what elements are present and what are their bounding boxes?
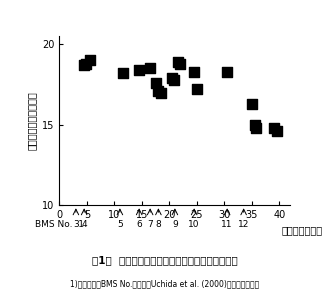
- Text: 3: 3: [73, 220, 79, 229]
- Point: [191, 69, 197, 74]
- Point: [148, 66, 153, 71]
- Point: [224, 69, 230, 74]
- Point: [82, 63, 87, 68]
- Point: [137, 68, 142, 72]
- Text: 7: 7: [147, 220, 153, 229]
- Point: [153, 81, 158, 85]
- X-axis label: 脅肪含量（％）: 脅肪含量（％）: [281, 226, 322, 236]
- Point: [274, 129, 279, 134]
- Point: [194, 87, 200, 92]
- Text: 図1．  牛肉中の脅肪含量とタンパク質含量の関係: 図1． 牛肉中の脅肪含量とタンパク質含量の関係: [92, 255, 238, 265]
- Point: [156, 88, 161, 93]
- Point: [249, 101, 254, 106]
- Point: [83, 61, 88, 66]
- Point: [158, 90, 164, 95]
- Text: 10: 10: [188, 220, 200, 229]
- Point: [271, 126, 277, 130]
- Point: [170, 76, 175, 81]
- Point: [120, 71, 125, 76]
- Text: 8: 8: [155, 220, 161, 229]
- Point: [254, 126, 259, 130]
- Text: 4: 4: [81, 220, 87, 229]
- Y-axis label: タンパク質含量（％）: タンパク質含量（％）: [27, 92, 37, 150]
- Text: BMS No.  1: BMS No. 1: [35, 220, 83, 229]
- Point: [87, 58, 92, 63]
- Point: [178, 61, 183, 66]
- Text: 11: 11: [221, 220, 233, 229]
- Point: [171, 77, 177, 82]
- Point: [252, 122, 257, 127]
- Text: 12: 12: [238, 220, 249, 229]
- Text: 9: 9: [172, 220, 178, 229]
- Text: 5: 5: [117, 220, 123, 229]
- Text: 1)脅肪含量とBMS No.の関係はUchida et al. (2000)の関係式による: 1)脅肪含量とBMS No.の関係はUchida et al. (2000)の関…: [70, 279, 260, 288]
- Text: 6: 6: [136, 220, 142, 229]
- Point: [175, 59, 180, 64]
